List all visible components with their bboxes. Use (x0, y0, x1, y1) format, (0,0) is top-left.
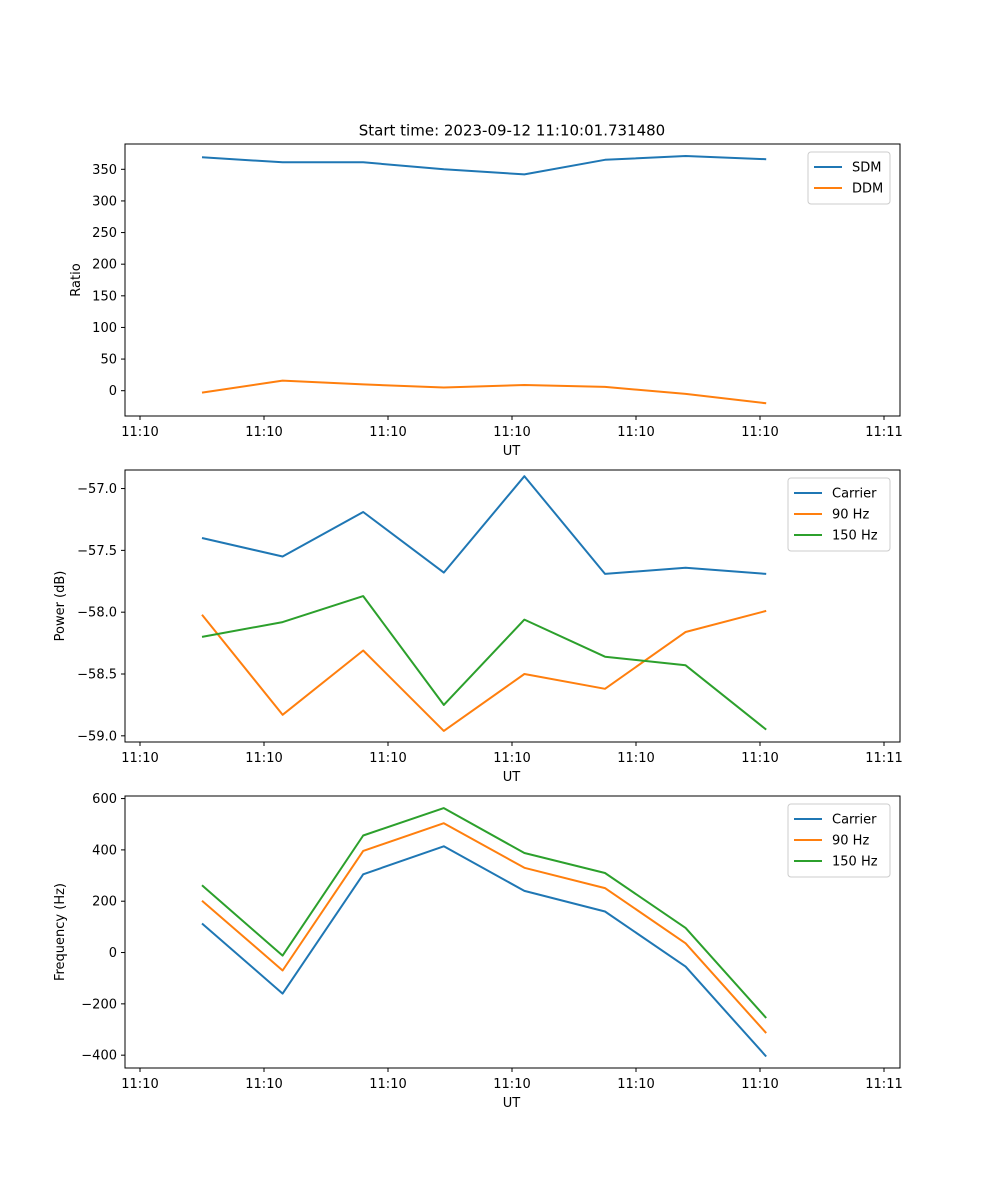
y-tick-label: 100 (92, 321, 117, 336)
y-tick-label: −58.0 (77, 606, 117, 621)
x-tick-label: 11:10 (493, 751, 530, 766)
series-line-90-hz (201, 822, 767, 1034)
legend-label: 90 Hz (832, 834, 869, 849)
series-line-150-hz (201, 807, 767, 1019)
y-tick-label: 300 (92, 194, 117, 209)
y-tick-label: 250 (92, 226, 117, 241)
x-tick-label: 11:10 (369, 751, 406, 766)
legend: SDM DDM (807, 151, 891, 205)
legend-label: 150 Hz (832, 855, 878, 870)
x-axis-label: UT (503, 444, 521, 459)
legend-label: 90 Hz (832, 508, 869, 523)
x-tick-label: 11:10 (121, 425, 158, 440)
legend-label: 150 Hz (832, 529, 878, 544)
x-tick-label: 11:10 (617, 425, 654, 440)
x-tick-label: 11:10 (121, 751, 158, 766)
y-tick-label: 0 (109, 384, 117, 399)
y-tick-label: 600 (92, 792, 117, 807)
y-axis-label: Power (dB) (53, 571, 68, 642)
x-tick-label: 11:10 (741, 1077, 778, 1092)
x-tick-label: 11:10 (245, 425, 282, 440)
y-tick-label: −200 (81, 997, 117, 1012)
y-tick-label: 50 (100, 353, 117, 368)
legend: Carrier 90 Hz 150 Hz (787, 803, 891, 878)
y-tick-label: −57.5 (77, 544, 117, 559)
y-axis-label: Frequency (Hz) (53, 883, 68, 981)
series-line-carrier (201, 475, 767, 575)
y-tick-label: 350 (92, 163, 117, 178)
y-tick-label: 400 (92, 843, 117, 858)
x-tick-label: 11:10 (493, 425, 530, 440)
series-line-carrier (201, 845, 767, 1058)
y-tick-label: −400 (81, 1049, 117, 1064)
x-tick-label: 11:10 (741, 751, 778, 766)
y-tick-label: 150 (92, 289, 117, 304)
series-line-sdm (201, 155, 767, 176)
series-line-ddm (201, 379, 767, 405)
legend-label: Carrier (832, 487, 877, 502)
y-axis-label: Ratio (69, 263, 84, 296)
x-tick-label: 11:10 (369, 425, 406, 440)
series-line-90-hz (201, 609, 767, 732)
y-tick-label: 200 (92, 258, 117, 273)
x-tick-label: 11:11 (865, 425, 902, 440)
y-tick-label: −58.5 (77, 668, 117, 683)
legend-box (787, 803, 891, 878)
x-tick-label: 11:10 (121, 1077, 158, 1092)
subplot-3: 11:10 11:10 11:10 11:10 11:10 11:10 11:11 −400 −… (53, 792, 903, 1111)
y-tick-label: 0 (109, 946, 117, 961)
legend-box (807, 151, 891, 205)
x-tick-label: 11:10 (369, 1077, 406, 1092)
x-axis-label: UT (503, 1096, 521, 1111)
x-tick-label: 11:11 (865, 751, 902, 766)
legend-box (787, 477, 891, 552)
y-tick-label: 200 (92, 895, 117, 910)
subplot-1: 11:10 11:10 11:10 11:10 11:10 11:10 11:11 0 50 10… (69, 143, 903, 459)
legend-label: Carrier (832, 813, 877, 828)
x-tick-label: 11:10 (493, 1077, 530, 1092)
y-tick-label: −59.0 (77, 729, 117, 744)
series-line-150-hz (201, 595, 767, 731)
x-tick-label: 11:10 (617, 1077, 654, 1092)
y-tick-label: −57.0 (77, 482, 117, 497)
x-tick-label: 11:10 (741, 425, 778, 440)
x-axis-label: UT (503, 770, 521, 785)
legend-label: SDM (852, 161, 881, 176)
x-tick-label: 11:10 (617, 751, 654, 766)
legend: Carrier 90 Hz 150 Hz (787, 477, 891, 552)
subplot-2: 11:10 11:10 11:10 11:10 11:10 11:10 11:11 −59.0… (53, 469, 903, 785)
x-tick-label: 11:11 (865, 1077, 902, 1092)
x-tick-label: 11:10 (245, 1077, 282, 1092)
figure-title: Start time: 2023-09-12 11:10:01.731480 (359, 122, 665, 140)
plots: 11:10 11:10 11:10 11:10 11:10 11:10 11:11 0 50 10… (53, 143, 903, 1111)
x-tick-label: 11:10 (245, 751, 282, 766)
legend-label: DDM (852, 182, 883, 197)
